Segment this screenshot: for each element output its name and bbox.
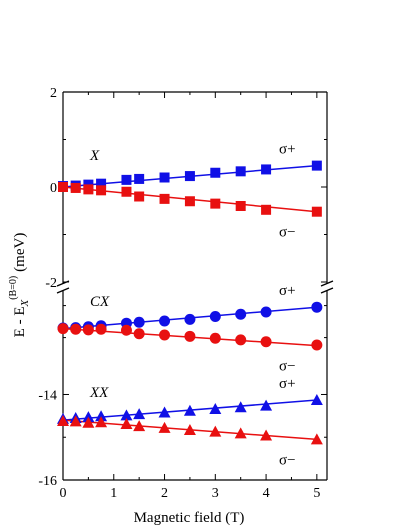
data-point-circle: [260, 336, 272, 348]
panel-label: CX: [90, 294, 110, 310]
data-point-triangle: [95, 416, 108, 428]
y-tick-label: -2: [45, 276, 57, 291]
y-tick-label: 2: [50, 86, 57, 101]
data-point-circle: [311, 301, 323, 313]
data-point-circle: [235, 308, 247, 320]
data-point-circle: [209, 332, 221, 344]
data-point-triangle: [133, 408, 146, 420]
data-point-square: [134, 191, 145, 202]
y-axis-label-superscript: (B=0): [8, 276, 19, 300]
data-point-square: [311, 206, 322, 217]
data-point-circle: [184, 313, 196, 325]
data-point-triangle: [310, 433, 323, 445]
data-point-square: [121, 174, 132, 185]
data-point-circle: [235, 334, 247, 346]
x-tick-label: 1: [110, 486, 117, 501]
data-point-square: [311, 160, 322, 171]
axis-break-mark-left: [56, 287, 70, 294]
series-label: σ−: [279, 359, 296, 375]
data-point-circle: [184, 330, 196, 342]
x-axis-label: Magnetic field (T): [134, 510, 245, 526]
x-tick-label: 5: [313, 486, 320, 501]
data-point-triangle: [69, 415, 82, 427]
data-point-square: [261, 164, 272, 175]
data-point-square: [96, 178, 107, 189]
data-point-square: [159, 172, 170, 183]
data-point-square: [70, 182, 81, 193]
data-point-circle: [120, 324, 132, 336]
data-point-triangle: [158, 421, 171, 433]
data-point-circle: [57, 323, 69, 335]
data-point-square: [210, 167, 221, 178]
data-point-circle: [159, 329, 171, 341]
panel-label: X: [89, 148, 100, 164]
data-point-triangle: [234, 427, 247, 439]
panel-label: XX: [89, 385, 109, 401]
series-label: σ+: [279, 142, 296, 158]
data-point-triangle: [82, 416, 95, 428]
axis-break-mark-right: [320, 280, 334, 287]
data-point-triangle: [260, 429, 273, 441]
data-point-circle: [95, 323, 107, 335]
data-point-square: [96, 185, 107, 196]
data-point-circle: [159, 315, 171, 327]
series-label: σ+: [279, 376, 296, 392]
y-tick-label: 0: [50, 181, 57, 196]
data-point-square: [210, 198, 221, 209]
y-tick-label: -16: [38, 474, 57, 489]
x-tick-label: 4: [263, 486, 270, 501]
data-point-triangle: [158, 406, 171, 418]
data-point-square: [184, 171, 195, 182]
data-point-circle: [311, 339, 323, 351]
data-point-square: [261, 204, 272, 215]
x-tick-label: 2: [161, 486, 168, 501]
data-point-triangle: [234, 401, 247, 413]
y-axis-label-subscript: X: [19, 299, 31, 308]
data-point-square: [159, 193, 170, 204]
y-axis-label-unit: (meV): [12, 233, 28, 272]
x-tick-label: 0: [60, 486, 67, 501]
data-point-triangle: [209, 425, 222, 437]
data-point-square: [83, 184, 94, 195]
data-point-triangle: [82, 411, 95, 423]
data-point-triangle: [183, 404, 196, 416]
data-point-square: [58, 182, 68, 192]
series-label: σ−: [279, 225, 296, 241]
data-point-triangle: [95, 410, 108, 422]
data-point-circle: [133, 316, 145, 328]
data-point-circle: [70, 323, 82, 335]
series-label: σ−: [279, 452, 296, 468]
axis-break-mark-right: [320, 287, 334, 294]
data-point-circle: [133, 328, 145, 340]
data-point-triangle: [260, 399, 273, 411]
data-point-triangle: [310, 394, 323, 406]
x-tick-label: 3: [212, 486, 219, 501]
data-point-triangle: [120, 409, 133, 421]
data-point-circle: [260, 306, 272, 318]
data-point-triangle: [183, 423, 196, 435]
data-point-circle: [209, 310, 221, 322]
data-point-triangle: [120, 417, 133, 429]
data-point-triangle: [133, 420, 146, 432]
data-point-triangle: [57, 414, 69, 426]
data-point-square: [235, 201, 246, 211]
series-label: σ+: [279, 283, 296, 299]
y-axis-label: E - EX(B=0) (meV): [8, 233, 31, 338]
data-point-square: [235, 166, 246, 177]
data-point-circle: [82, 324, 94, 336]
data-point-square: [184, 196, 195, 207]
data-point-square: [121, 186, 132, 197]
data-point-square: [134, 173, 145, 184]
y-axis-label-prefix: E - E: [12, 307, 28, 338]
data-point-triangle: [209, 403, 222, 415]
y-tick-label: -14: [38, 388, 57, 403]
